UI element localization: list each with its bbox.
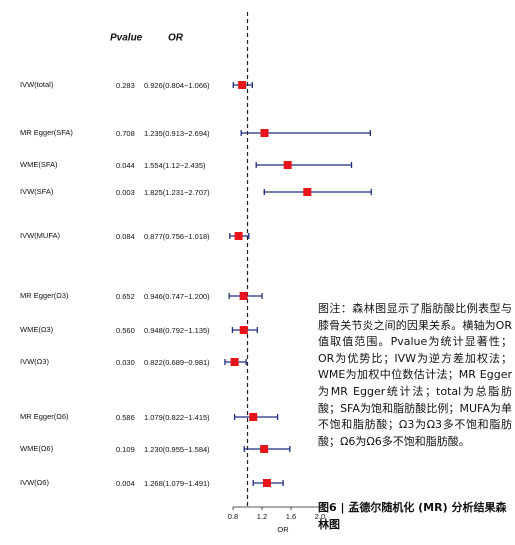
point-estimate <box>262 479 271 487</box>
x-tick-label: 1.6 <box>286 512 296 521</box>
or-ci-label: 0.877(0.756−1.018) <box>144 232 210 241</box>
p-value: 0.708 <box>116 129 135 138</box>
point-estimate <box>260 445 269 453</box>
figure-note: 图注：森林图显示了脂肪酸比例表型与膝骨关节炎之间的因果关系。横轴为OR值取值范围… <box>318 302 512 448</box>
point-estimate <box>239 326 248 334</box>
row-label: MR Egger(Ω6) <box>20 412 69 421</box>
row-label: IVW(MUFA) <box>20 231 60 240</box>
or-ci-label: 1.825(1.231−2.707) <box>144 188 210 197</box>
or-ci-label: 1.235(0.913−2.694) <box>144 129 210 138</box>
or-ci-label: 0.926(0.804−1.066) <box>144 81 210 90</box>
p-value: 0.109 <box>116 445 135 454</box>
point-estimate <box>260 129 269 137</box>
or-ci-label: 1.230(0.955−1.584) <box>144 445 210 454</box>
x-axis-label: OR <box>277 525 289 534</box>
p-value: 0.586 <box>116 413 135 422</box>
point-estimate <box>239 292 248 300</box>
point-estimate <box>234 232 243 240</box>
row-label: MR Egger(Ω3) <box>20 291 69 300</box>
p-value: 0.030 <box>116 358 135 367</box>
point-estimate <box>249 413 258 421</box>
row-label: WME(Ω6) <box>20 444 54 453</box>
x-tick-label: 1.2 <box>257 512 267 521</box>
x-tick-label: 2.0 <box>315 512 325 521</box>
p-value: 0.004 <box>116 479 135 488</box>
row-label: MR Egger(SFA) <box>20 128 73 137</box>
p-value: 0.283 <box>116 81 135 90</box>
point-estimate <box>230 358 239 366</box>
row-label: IVW(total) <box>20 80 54 89</box>
or-ci-label: 0.948(0.792−1.135) <box>144 326 210 335</box>
pvalue-header: Pvalue <box>110 33 143 44</box>
figure-caption: 图6 | 孟德尔随机化 (MR) 分析结果森林图 <box>318 501 507 531</box>
x-tick-label: 0.8 <box>228 512 238 521</box>
p-value: 0.044 <box>116 161 135 170</box>
row-label: IVW(Ω6) <box>20 478 49 487</box>
or-ci-label: 0.822(0.689−0.981) <box>144 358 210 367</box>
p-value: 0.560 <box>116 326 135 335</box>
point-estimate <box>283 161 292 169</box>
row-label: WME(Ω3) <box>20 325 54 334</box>
p-value: 0.003 <box>116 188 135 197</box>
row-label: WME(SFA) <box>20 160 58 169</box>
row-label: IVW(SFA) <box>20 187 54 196</box>
or-ci-label: 1.554(1.12−2.435) <box>144 161 206 170</box>
point-estimate <box>238 81 247 89</box>
row-label: IVW(Ω3) <box>20 357 49 366</box>
or-ci-label: 0.946(0.747−1.200) <box>144 292 210 301</box>
point-estimate <box>303 188 312 196</box>
or-header: OR <box>168 33 184 44</box>
or-ci-label: 1.079(0.822−1.415) <box>144 413 210 422</box>
or-ci-label: 1.268(1.079−1.491) <box>144 479 210 488</box>
p-value: 0.084 <box>116 232 135 241</box>
p-value: 0.652 <box>116 292 135 301</box>
